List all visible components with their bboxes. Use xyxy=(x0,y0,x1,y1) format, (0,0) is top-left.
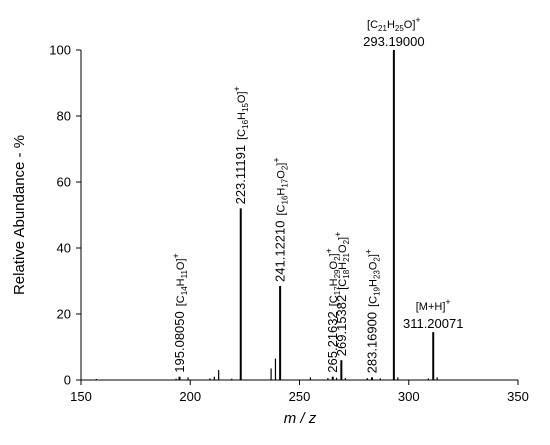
formula-part: [C xyxy=(337,279,349,290)
x-tick-label: 300 xyxy=(398,389,420,404)
y-axis-title: Relative Abundance - % xyxy=(11,135,28,295)
formula-part: 25 xyxy=(395,24,404,33)
formula-part: 21 xyxy=(342,252,351,261)
formula-part: O xyxy=(367,261,379,270)
formula-part: + xyxy=(445,297,450,307)
formula-part: + xyxy=(232,86,242,91)
peak-formula-label: [C14H11O]+ xyxy=(171,253,189,306)
formula-part: O] xyxy=(175,258,187,270)
formula-part: [M+H] xyxy=(416,301,446,313)
y-tick-label: 80 xyxy=(57,109,71,124)
peak-formula-label: [C17H29O2]+ xyxy=(324,248,342,306)
y-tick-label: 40 xyxy=(57,241,71,256)
formula-part: [C xyxy=(328,295,340,306)
formula-part: 17 xyxy=(333,286,342,295)
formula-part: [C xyxy=(236,129,248,140)
x-tick-label: 200 xyxy=(179,389,201,404)
peak-mz-label: 195.08050 xyxy=(172,311,187,372)
formula-part: 15 xyxy=(241,103,250,112)
formula-part: [C xyxy=(367,19,378,31)
formula-part: O xyxy=(328,260,340,269)
peak-formula-label: [C16H15O]+ xyxy=(232,86,250,140)
formula-part: 16 xyxy=(281,195,290,204)
minor-peaks xyxy=(95,358,438,380)
formula-part: 21 xyxy=(378,24,387,33)
formula-part: + xyxy=(363,249,373,254)
peak-formula-label: [C16H17O2]+ xyxy=(272,157,290,215)
peak-mz-label: 311.20071 xyxy=(403,316,464,331)
formula-part: [C xyxy=(367,296,379,307)
formula-part: + xyxy=(333,232,343,237)
y-tick-label: 0 xyxy=(64,373,71,388)
formula-part: + xyxy=(324,248,334,253)
peak-formula-label: [C21H25O]+ xyxy=(367,15,421,33)
formula-part: + xyxy=(272,157,282,162)
formula-part: O] xyxy=(404,19,416,31)
formula-part: 11 xyxy=(180,270,189,279)
formula-part: O] xyxy=(236,91,248,103)
peak-formula-label: [C18H21O2]+ xyxy=(333,232,351,290)
formula-part: O xyxy=(276,170,288,179)
formula-part: ] xyxy=(276,163,288,166)
peak-mz-label: 293.19000 xyxy=(363,34,424,49)
formula-part: [C xyxy=(175,295,187,306)
formula-part: H xyxy=(337,262,349,270)
formula-part: 2 xyxy=(342,239,351,244)
formula-part: H xyxy=(236,112,248,120)
y-tick-label: 60 xyxy=(57,175,71,190)
peak-formula-label: [C19H23O2]+ xyxy=(363,249,381,307)
formula-part: 2 xyxy=(372,257,381,262)
peak-mz-label: 269.15382 xyxy=(334,295,349,356)
formula-part: H xyxy=(387,19,395,31)
peak-formula-label: [M+H]+ xyxy=(416,297,451,313)
ticks: 150 200 250 300 350 0 20 40 60 80 100 xyxy=(49,43,529,405)
formula-part: ] xyxy=(337,237,349,240)
formula-part: 14 xyxy=(180,286,189,295)
formula-part: + xyxy=(171,253,181,258)
formula-part: 2 xyxy=(281,165,290,170)
y-tick-label: 100 xyxy=(49,43,71,58)
formula-part: 18 xyxy=(342,269,351,278)
formula-part: 2 xyxy=(333,256,342,261)
formula-part: 16 xyxy=(241,119,250,128)
formula-part: H xyxy=(175,278,187,286)
x-axis-title: m / z xyxy=(284,410,317,427)
formula-part: 23 xyxy=(372,270,381,279)
formula-part: O xyxy=(337,244,349,253)
formula-part: + xyxy=(415,15,420,25)
y-tick-label: 20 xyxy=(57,307,71,322)
peak-mz-label: 265.21632 xyxy=(325,311,340,372)
x-tick-label: 350 xyxy=(507,389,529,404)
formula-part: H xyxy=(367,279,379,287)
x-tick-label: 250 xyxy=(289,389,311,404)
formula-part: H xyxy=(328,278,340,286)
formula-part: ] xyxy=(328,253,340,256)
peak-mz-label: 223.11191 xyxy=(233,145,248,205)
x-tick-label: 150 xyxy=(70,389,92,404)
formula-part: 19 xyxy=(372,286,381,295)
formula-part: H xyxy=(276,188,288,196)
formula-part: 17 xyxy=(281,178,290,187)
peaks xyxy=(178,50,435,380)
formula-part: ] xyxy=(367,254,379,257)
peak-mz-label: 241.12210 xyxy=(273,220,288,281)
peak-labels: 195.08050[C14H11O]+223.11191[C16H15O]+24… xyxy=(171,15,463,373)
peak-mz-label: 283.16900 xyxy=(364,312,379,373)
formula-part: [C xyxy=(276,204,288,215)
formula-part: 29 xyxy=(333,269,342,278)
